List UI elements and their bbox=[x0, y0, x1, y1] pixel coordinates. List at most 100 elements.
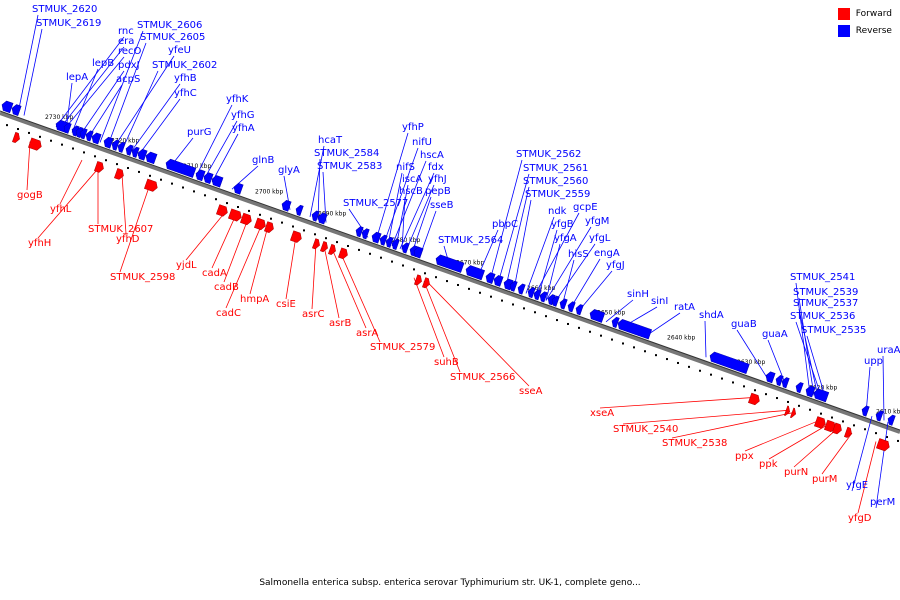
forward-leader-line bbox=[744, 420, 819, 452]
reverse-gene-label: glnB bbox=[252, 155, 274, 166]
reverse-gene-label: guaB bbox=[731, 319, 757, 330]
scale-tick bbox=[545, 315, 547, 318]
reverse-leader-line bbox=[704, 320, 707, 358]
scale-tick bbox=[237, 206, 239, 209]
scale-tick bbox=[754, 389, 756, 392]
reverse-gene-label: STMUK_2539 bbox=[793, 287, 858, 298]
reverse-gene-label: lepA bbox=[66, 72, 88, 83]
reverse-gene-label: recO bbox=[118, 46, 142, 57]
reverse-leader-line bbox=[203, 120, 238, 180]
scale-tick bbox=[743, 385, 745, 388]
forward-gene-label: ppk bbox=[759, 459, 778, 470]
scale-tick bbox=[292, 225, 294, 228]
reverse-gene-label: yfgL bbox=[589, 233, 611, 244]
reverse-gene-label: STMUK_2560 bbox=[523, 176, 588, 187]
scale-tick bbox=[567, 322, 569, 325]
reverse-gene-arrow bbox=[295, 204, 304, 216]
reverse-gene-label: rnc bbox=[118, 26, 134, 37]
forward-gene-arrow bbox=[328, 243, 336, 255]
scale-tick bbox=[50, 139, 52, 142]
forward-gene-label: yfhL bbox=[50, 204, 72, 215]
reverse-leader-line bbox=[875, 421, 889, 509]
forward-leader-line bbox=[119, 184, 151, 273]
reverse-gene-arrow bbox=[775, 375, 784, 387]
forward-leader-line bbox=[339, 251, 381, 343]
forward-leader-line bbox=[323, 245, 340, 319]
reverse-leader-line bbox=[795, 282, 811, 395]
forward-gene-arrow bbox=[814, 416, 826, 429]
forward-gene-arrow bbox=[254, 217, 266, 231]
reverse-gene-label: STMUK_2536 bbox=[790, 311, 855, 322]
forward-leader-line bbox=[185, 210, 227, 261]
forward-leader-line bbox=[225, 223, 263, 309]
reverse-gene-label: STMUK_2562 bbox=[516, 149, 581, 160]
forward-gene-arrow bbox=[240, 212, 252, 226]
scale-tick bbox=[72, 147, 74, 150]
reverse-gene-arrow bbox=[485, 272, 496, 284]
reverse-gene-arrow bbox=[781, 377, 790, 389]
reverse-leader-line bbox=[55, 36, 125, 128]
scale-ticks bbox=[6, 124, 899, 442]
scale-tick bbox=[468, 287, 470, 290]
reverse-leader-line bbox=[736, 329, 769, 380]
reverse-gene-label: STMUK_2559 bbox=[525, 189, 590, 200]
scale-labels: 2730 kbp 2720 kbp 2710 kbp 2700 kbp 2690 kbp… bbox=[45, 114, 900, 416]
reverse-gene-arrow bbox=[71, 125, 80, 137]
forward-gene-label: xseA bbox=[590, 408, 614, 419]
scale-tick bbox=[622, 342, 624, 345]
scale-tick bbox=[61, 143, 63, 146]
forward-leader-line bbox=[857, 441, 877, 514]
forward-gene-label: yfhD bbox=[116, 234, 140, 245]
scale-label: 2710 kbp bbox=[183, 163, 211, 170]
reverse-gene-label: yfgJ bbox=[606, 260, 625, 271]
reverse-gene-label: purG bbox=[187, 127, 212, 138]
forward-gene-arrow bbox=[312, 238, 320, 250]
forward-leader-line bbox=[285, 235, 297, 300]
reverse-leader-line bbox=[121, 70, 159, 151]
reverse-gene-label: hscA bbox=[420, 150, 444, 161]
forward-gene-arrow bbox=[144, 178, 158, 192]
scale-tick bbox=[160, 178, 162, 181]
reverse-gene-label: sinI bbox=[651, 296, 668, 307]
reverse-leader-line bbox=[411, 196, 432, 254]
forward-leader-line bbox=[311, 242, 317, 310]
forward-leader-line bbox=[768, 424, 829, 460]
forward-leader-line bbox=[427, 282, 530, 387]
scale-tick bbox=[424, 272, 426, 275]
reverse-gene-label: ratA bbox=[674, 302, 695, 313]
scale-tick bbox=[369, 252, 371, 255]
scale-tick bbox=[578, 326, 580, 329]
scale-tick bbox=[259, 213, 261, 216]
reverse-leader-line bbox=[129, 83, 181, 154]
reverse-gene-arrow bbox=[861, 405, 870, 417]
reverse-gene-arrow bbox=[611, 316, 620, 328]
scale-tick bbox=[589, 330, 591, 333]
scale-label: 2640 kbp bbox=[667, 334, 695, 341]
forward-gene-label: STMUK_2566 bbox=[450, 372, 515, 383]
scale-tick bbox=[897, 439, 899, 442]
scale-tick bbox=[380, 256, 382, 259]
reverse-leader-line bbox=[577, 270, 613, 313]
forward-gene-label: STMUK_2579 bbox=[370, 342, 435, 353]
forward-gene-label: STMUK_2540 bbox=[613, 424, 678, 435]
scale-label: 2730 kbp bbox=[45, 114, 73, 121]
forward-gene-arrow bbox=[12, 131, 20, 143]
legend: Forward Reverse bbox=[837, 8, 892, 42]
forward-gene-arrow bbox=[264, 221, 274, 233]
scale-tick bbox=[402, 264, 404, 267]
forward-gene-arrow bbox=[414, 274, 422, 286]
scale-tick bbox=[270, 217, 272, 220]
reverse-gene-label: yfgA bbox=[554, 233, 577, 244]
scale-tick bbox=[127, 167, 129, 170]
scale-tick bbox=[435, 276, 437, 279]
scale-tick bbox=[699, 369, 701, 372]
genome-backbone-highlight bbox=[0, 110, 900, 431]
reverse-gene-arrow bbox=[111, 139, 120, 151]
forward-leader-line bbox=[622, 409, 789, 425]
reverse-leader-line bbox=[477, 229, 499, 277]
reverse-gene-arrow bbox=[203, 172, 214, 185]
reverse-gene-label: yfhB bbox=[174, 73, 197, 84]
scale-tick bbox=[864, 428, 866, 431]
reverse-leader-line bbox=[17, 14, 39, 114]
